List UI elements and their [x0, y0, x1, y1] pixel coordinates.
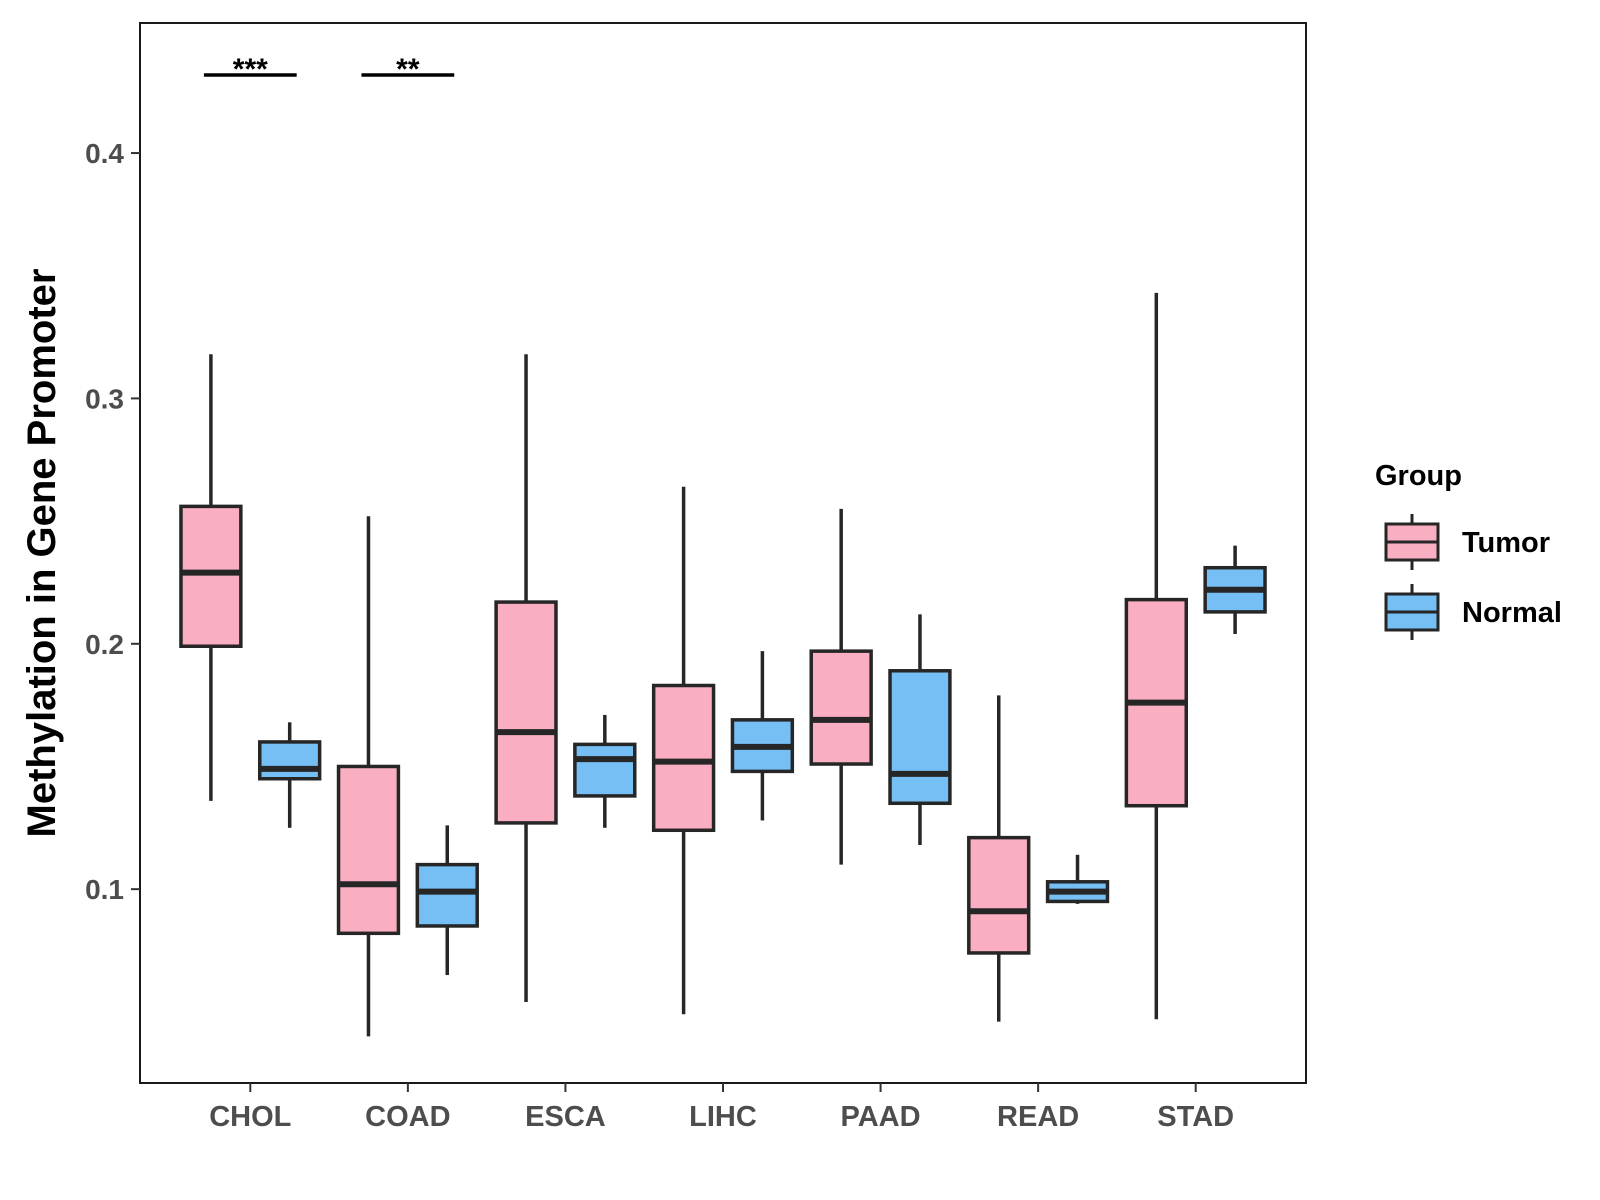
- box-body: [967, 835, 1031, 955]
- box-normal-stad: [1203, 545, 1267, 634]
- y-tick-label: 0.2: [85, 629, 124, 660]
- significance-label: ***: [233, 53, 268, 86]
- box-normal-paad: [888, 614, 952, 845]
- x-tick-label: COAD: [365, 1101, 450, 1133]
- box-body: [573, 742, 637, 798]
- box-body: [258, 740, 322, 781]
- y-axis-title: Methylation in Gene Promoter: [20, 269, 64, 838]
- box-tumor-paad: [809, 508, 873, 865]
- x-tick-label: ESCA: [525, 1101, 606, 1133]
- legend-label: Tumor: [1462, 527, 1550, 559]
- box-tumor-read: [967, 695, 1031, 1022]
- box-body: [336, 764, 401, 936]
- box-tumor-stad: [1124, 292, 1188, 1020]
- box-tumor-esca: [494, 354, 558, 1003]
- y-axis: 0.1 0.2 0.3 0.4: [85, 138, 140, 905]
- y-tick-label: 0.1: [85, 874, 124, 905]
- box-body: [494, 600, 558, 825]
- x-tick-label: STAD: [1157, 1101, 1234, 1133]
- y-tick-label: 0.4: [85, 138, 124, 169]
- significance-group: *** **: [203, 53, 455, 86]
- box-tumor-coad: [336, 516, 401, 1037]
- box-normal-esca: [573, 714, 637, 828]
- box-normal-chol: [258, 722, 322, 828]
- x-tick-label: LIHC: [689, 1101, 757, 1133]
- legend-label: Normal: [1462, 597, 1562, 629]
- box-group: [179, 292, 1267, 1037]
- box-normal-read: [1045, 854, 1110, 904]
- box-body: [888, 669, 952, 806]
- legend-item-normal: Normal: [1384, 584, 1562, 640]
- x-tick-label: PAAD: [841, 1101, 921, 1133]
- box-tumor-lihc: [651, 486, 716, 1015]
- legend: Group Tumor Normal: [1375, 460, 1562, 640]
- x-tick-label: READ: [997, 1101, 1079, 1133]
- significance-label: **: [396, 53, 420, 86]
- plot-panel: [139, 22, 1307, 1084]
- box-body: [179, 504, 243, 648]
- x-axis: CHOL COAD ESCA LIHC PAAD READ STAD: [209, 1083, 1234, 1133]
- box-tumor-chol: [179, 354, 243, 801]
- x-tick-label: CHOL: [209, 1101, 291, 1133]
- box-normal-lihc: [730, 651, 795, 821]
- y-tick-label: 0.3: [85, 383, 124, 414]
- box-body: [415, 862, 479, 928]
- box-body: [651, 683, 716, 833]
- box-body: [809, 649, 873, 766]
- legend-item-tumor: Tumor: [1384, 514, 1550, 570]
- box-normal-coad: [415, 825, 479, 976]
- legend-title: Group: [1375, 460, 1462, 492]
